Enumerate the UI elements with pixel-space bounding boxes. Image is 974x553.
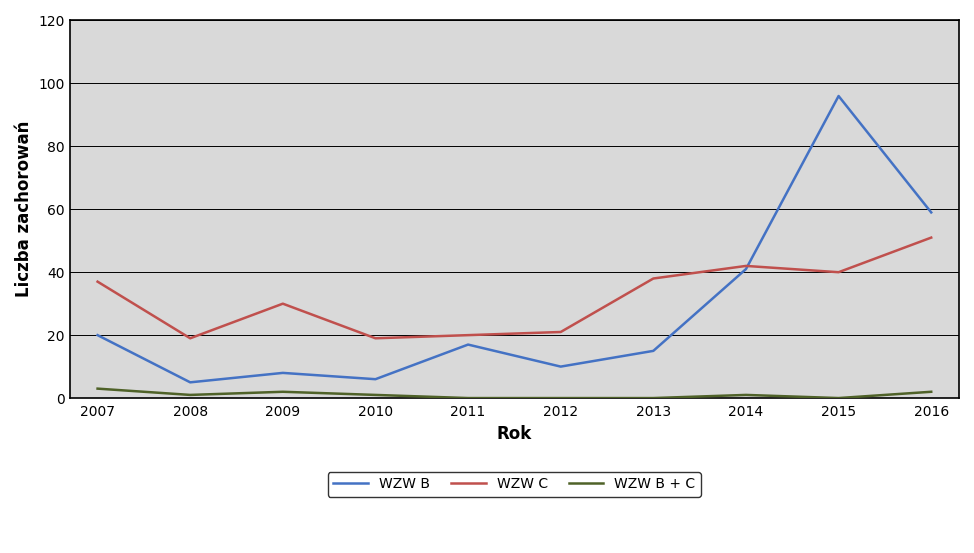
Legend: WZW B, WZW C, WZW B + C: WZW B, WZW C, WZW B + C [327, 472, 701, 497]
Y-axis label: Liczba zachorowań: Liczba zachorowań [15, 121, 33, 298]
X-axis label: Rok: Rok [497, 425, 532, 442]
